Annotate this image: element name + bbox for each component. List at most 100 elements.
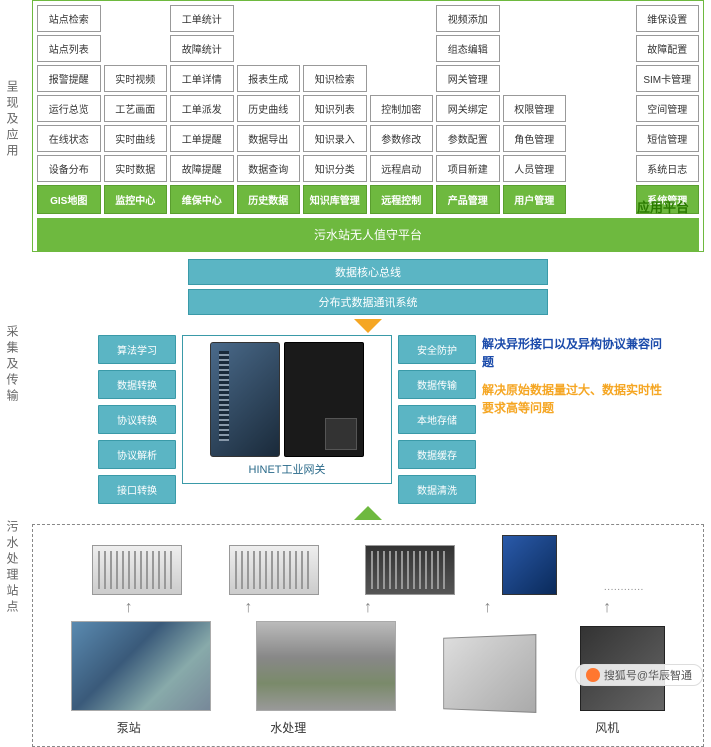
- pump-station-photo: [71, 621, 211, 711]
- module-cell: 实时视频: [104, 65, 168, 92]
- platform-bar: 应用平台 污水站无人值守平台: [37, 218, 699, 251]
- module-cell: 知识列表: [303, 95, 367, 122]
- gateway-box: HINET工业网关: [182, 335, 392, 484]
- data-bus-bar: 数据核心总线: [188, 259, 548, 285]
- module-cell: 系统日志: [636, 155, 700, 182]
- module-cell: 站点检索: [37, 5, 101, 32]
- bottom-labels: 泵站 水处理 风机: [39, 715, 697, 740]
- site-label: 泵站: [59, 719, 199, 736]
- category-header: GIS地图: [37, 185, 101, 214]
- module-cell: 历史曲线: [237, 95, 301, 122]
- up-arrow-icon: ↑: [484, 599, 492, 617]
- module-cell: 人员管理: [503, 155, 567, 182]
- side-text: 解决异形接口以及异构协议兼容问题 解决原始数据量过大、数据实时性要求高等问题: [482, 335, 662, 417]
- module-cell: 角色管理: [503, 125, 567, 152]
- up-arrow-icon: ↑: [125, 599, 133, 617]
- category-headers: GIS地图监控中心维保中心历史数据知识库管理远程控制产品管理用户管理系统管理: [37, 185, 699, 214]
- module-cell: 报表生成: [237, 65, 301, 92]
- application-frame: 站点检索工单统计视频添加维保设置站点列表故障统计组态编辑故障配置报警提醒实时视频…: [32, 0, 704, 252]
- module-cell: 网关绑定: [436, 95, 500, 122]
- module-cell: 工艺画面: [104, 95, 168, 122]
- module-cell: 在线状态: [37, 125, 101, 152]
- category-header: 历史数据: [237, 185, 301, 214]
- module-cell: 实时数据: [104, 155, 168, 182]
- up-arrow-icon: ↑: [364, 599, 372, 617]
- feature-pill: 协议解析: [98, 440, 176, 469]
- site-label: 水处理: [218, 719, 358, 736]
- module-cell: 工单提醒: [170, 125, 234, 152]
- plc-more: ············: [604, 584, 644, 595]
- feature-pill: 安全防护: [398, 335, 476, 364]
- feature-pill: 本地存储: [398, 405, 476, 434]
- arrow-row: ↑ ↑ ↑ ↑ ↑: [39, 599, 697, 617]
- left-pill-column: 算法学习数据转换协议转换协议解析接口转换: [98, 335, 176, 504]
- sohu-icon: [586, 668, 600, 682]
- module-cell: 设备分布: [37, 155, 101, 182]
- module-cell: 知识录入: [303, 125, 367, 152]
- module-cell: 工单详情: [170, 65, 234, 92]
- category-header: 知识库管理: [303, 185, 367, 214]
- module-cell: 网关管理: [436, 65, 500, 92]
- feature-pill: 数据传输: [398, 370, 476, 399]
- feature-pill: 协议转换: [98, 405, 176, 434]
- feature-pill: 数据转换: [98, 370, 176, 399]
- module-cell: 实时曲线: [104, 125, 168, 152]
- module-cell: 空间管理: [636, 95, 700, 122]
- section-label-1: 呈现及应用: [4, 80, 21, 160]
- category-header: 产品管理: [436, 185, 500, 214]
- category-header: 维保中心: [170, 185, 234, 214]
- plc-row: ············: [39, 531, 697, 599]
- fan-unit-1: [443, 634, 536, 713]
- module-cell: 工单派发: [170, 95, 234, 122]
- module-cell: 站点列表: [37, 35, 101, 62]
- plc-4: [502, 535, 557, 595]
- site-label: 风机: [537, 719, 677, 736]
- section-label-3: 污水处理站点: [4, 520, 21, 616]
- module-cell: 故障配置: [636, 35, 700, 62]
- module-cell: 知识分类: [303, 155, 367, 182]
- comm-system-bar: 分布式数据通讯系统: [188, 289, 548, 315]
- plc-3: [365, 545, 455, 595]
- module-cell: 故障提醒: [170, 155, 234, 182]
- gateway-device-1: [210, 342, 280, 457]
- module-cell: 工单统计: [170, 5, 234, 32]
- watermark: 搜狐号@华辰智通: [575, 664, 703, 686]
- gateway-section: 算法学习数据转换协议转换协议解析接口转换 HINET工业网关 安全防护数据传输本…: [32, 335, 704, 504]
- module-cell: 参数修改: [370, 125, 434, 152]
- arrow-down-icon: [354, 319, 382, 333]
- gateway-title: HINET工业网关: [189, 461, 385, 477]
- up-arrow-icon: ↑: [603, 599, 611, 617]
- plc-2: [229, 545, 319, 595]
- module-cell: 知识检索: [303, 65, 367, 92]
- plc-1: [92, 545, 182, 595]
- module-cell: 数据导出: [237, 125, 301, 152]
- right-pill-column: 安全防护数据传输本地存储数据缓存数据清洗: [398, 335, 476, 504]
- category-header: 监控中心: [104, 185, 168, 214]
- module-grid: 站点检索工单统计视频添加维保设置站点列表故障统计组态编辑故障配置报警提醒实时视频…: [37, 5, 699, 182]
- module-cell: 短信管理: [636, 125, 700, 152]
- module-cell: 数据查询: [237, 155, 301, 182]
- side-text-2: 解决原始数据量过大、数据实时性要求高等问题: [482, 381, 662, 417]
- platform-label: 应用平台: [637, 197, 689, 218]
- site-label: [378, 719, 518, 736]
- module-cell: 维保设置: [636, 5, 700, 32]
- water-treatment-photo: [256, 621, 396, 711]
- up-arrow-icon: ↑: [244, 599, 252, 617]
- feature-pill: 算法学习: [98, 335, 176, 364]
- site-frame: ············ ↑ ↑ ↑ ↑ ↑ 泵站 水处理 风机: [32, 524, 704, 747]
- module-cell: 组态编辑: [436, 35, 500, 62]
- module-cell: 视频添加: [436, 5, 500, 32]
- category-header: 远程控制: [370, 185, 434, 214]
- side-text-1: 解决异形接口以及异构协议兼容问题: [482, 335, 662, 371]
- category-header: 用户管理: [503, 185, 567, 214]
- module-cell: 控制加密: [370, 95, 434, 122]
- feature-pill: 接口转换: [98, 475, 176, 504]
- module-cell: 报警提醒: [37, 65, 101, 92]
- module-cell: SIM卡管理: [636, 65, 700, 92]
- module-cell: 项目新建: [436, 155, 500, 182]
- arrow-up-icon: [354, 506, 382, 520]
- feature-pill: 数据清洗: [398, 475, 476, 504]
- module-cell: 远程启动: [370, 155, 434, 182]
- feature-pill: 数据缓存: [398, 440, 476, 469]
- module-cell: 运行总览: [37, 95, 101, 122]
